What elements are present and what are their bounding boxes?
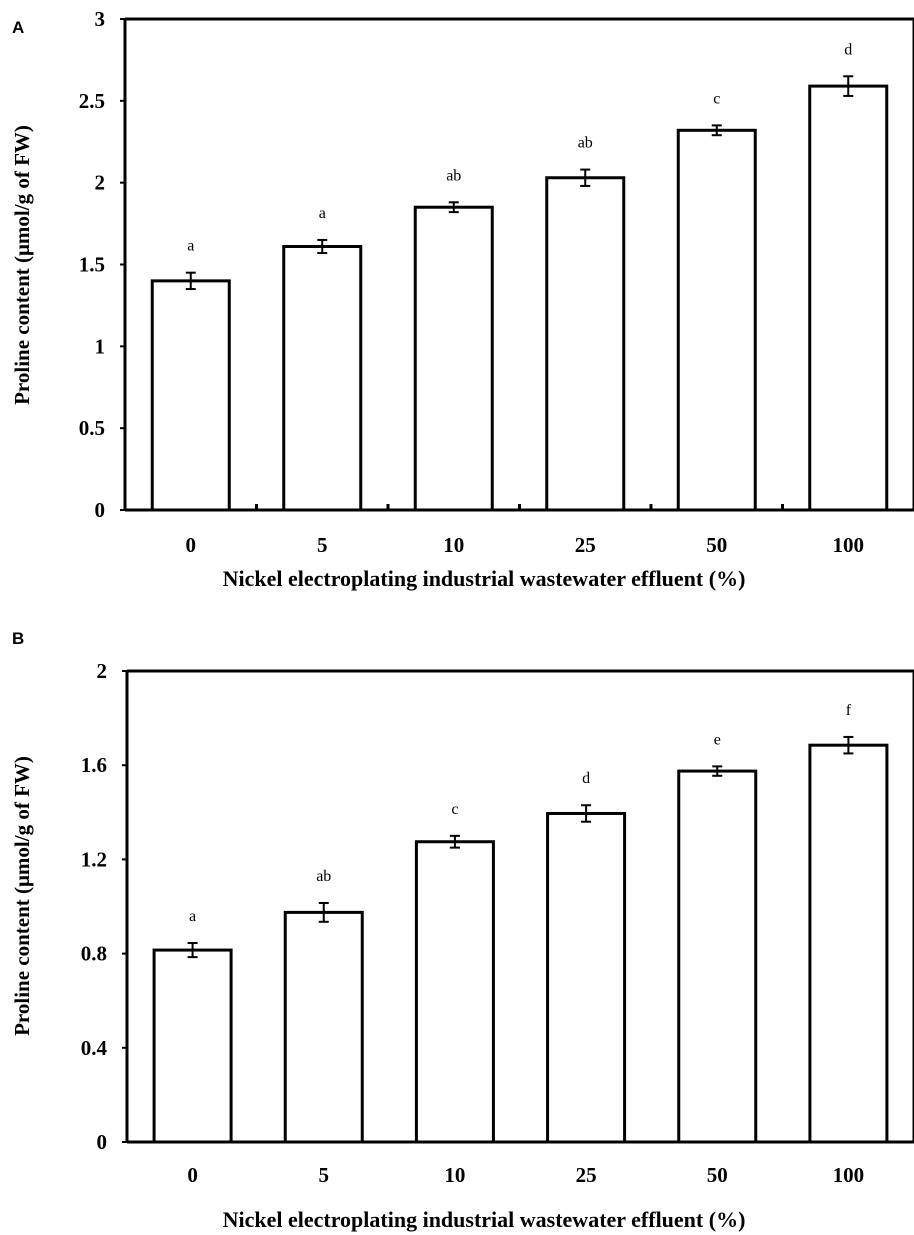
panel-b-bar — [416, 842, 493, 1142]
panel-a-bar — [678, 130, 755, 510]
panel-a-label: A — [12, 18, 24, 37]
panel-b-y-tick-label: 1.6 — [81, 753, 107, 777]
panel-b-significance-label: c — [451, 801, 458, 818]
panel-b-x-tick-label: 50 — [707, 1163, 728, 1187]
panel-b-y-axis-label: Proline content (μmol/g of FW) — [10, 756, 34, 1036]
panel-b-y-tick-label: 2 — [97, 659, 108, 683]
panel-b-bar — [810, 745, 887, 1142]
panel-b-y-tick-label: 0.8 — [81, 942, 107, 966]
panel-b-significance-label: ab — [316, 868, 331, 885]
panel-b-significance-label: e — [714, 731, 721, 748]
panel-a-y-tick-label: 1 — [95, 334, 106, 358]
panel-b-y-tick-label: 1.2 — [81, 847, 107, 871]
panel-a-x-axis-label: Nickel electroplating industrial wastewa… — [223, 566, 746, 591]
panel-b-x-tick-label: 0 — [187, 1163, 198, 1187]
panel-a-x-tick-label: 10 — [443, 533, 464, 557]
panel-b-x-tick-label: 25 — [576, 1163, 597, 1187]
panel-a-y-tick-label: 2 — [95, 171, 106, 195]
panel-b-bar — [679, 771, 756, 1142]
panel-b-y-tick-label: 0 — [97, 1130, 108, 1154]
panel-b-label: B — [12, 629, 24, 648]
panel-b-bar — [285, 912, 362, 1142]
panel-a-y-axis-label: Proline content (μmol/g of FW) — [10, 125, 34, 405]
panel-b-x-axis-label: Nickel electroplating industrial wastewa… — [223, 1207, 746, 1232]
panel-a-bar — [152, 281, 229, 510]
panel-a-significance-label: ab — [578, 135, 593, 152]
panel-a-significance-label: a — [187, 238, 194, 255]
panel-a-plot: 0 0.5 1 1.5 2 2.5 3 a 0 a 5 ab 10 ab 25 c 50 d 100 — [79, 7, 914, 557]
panel-a-x-tick-label: 5 — [317, 533, 328, 557]
panel-b-significance-label: a — [189, 908, 196, 925]
panel-a-x-tick-label: 50 — [706, 533, 727, 557]
panel-a-y-tick-label: 2.5 — [79, 89, 105, 113]
panel-a-y-tick-label: 1.5 — [79, 253, 105, 277]
panel-b-x-tick-label: 5 — [319, 1163, 330, 1187]
panel-a-bar — [547, 178, 624, 510]
panel-a-y-tick-label: 3 — [95, 7, 106, 31]
panel-a-bar — [810, 86, 887, 510]
panel-a: A 0 0.5 1 1.5 2 2.5 3 a 0 a 5 ab 10 ab 25 c 50 d 100 Proli… — [10, 7, 914, 591]
panel-a-bar — [284, 246, 361, 510]
panel-a-y-tick-label: 0.5 — [79, 416, 105, 440]
panel-b: B 0 0.4 0.8 1.2 1.6 2 a 0 ab 5 c 10 d 25 e 50 f 100 Proli… — [10, 629, 914, 1232]
panel-a-significance-label: a — [319, 205, 326, 222]
panel-a-significance-label: c — [713, 90, 720, 107]
panel-b-y-tick-label: 0.4 — [81, 1036, 108, 1060]
panel-b-x-tick-label: 100 — [833, 1163, 865, 1187]
panel-a-bar — [415, 207, 492, 510]
panel-a-x-tick-label: 100 — [833, 533, 865, 557]
panel-a-x-tick-label: 0 — [186, 533, 197, 557]
panel-a-x-tick-label: 25 — [575, 533, 596, 557]
panel-b-significance-label: f — [846, 702, 852, 719]
panel-a-significance-label: d — [844, 41, 852, 58]
panel-b-x-tick-label: 10 — [444, 1163, 465, 1187]
panel-b-bar — [154, 950, 231, 1142]
panel-a-y-tick-label: 0 — [95, 498, 106, 522]
panel-b-significance-label: d — [582, 770, 590, 787]
panel-a-significance-label: ab — [446, 167, 461, 184]
panel-b-bar — [548, 813, 625, 1142]
panel-b-plot: 0 0.4 0.8 1.2 1.6 2 a 0 ab 5 c 10 d 25 e 50 f 100 — [81, 659, 914, 1187]
